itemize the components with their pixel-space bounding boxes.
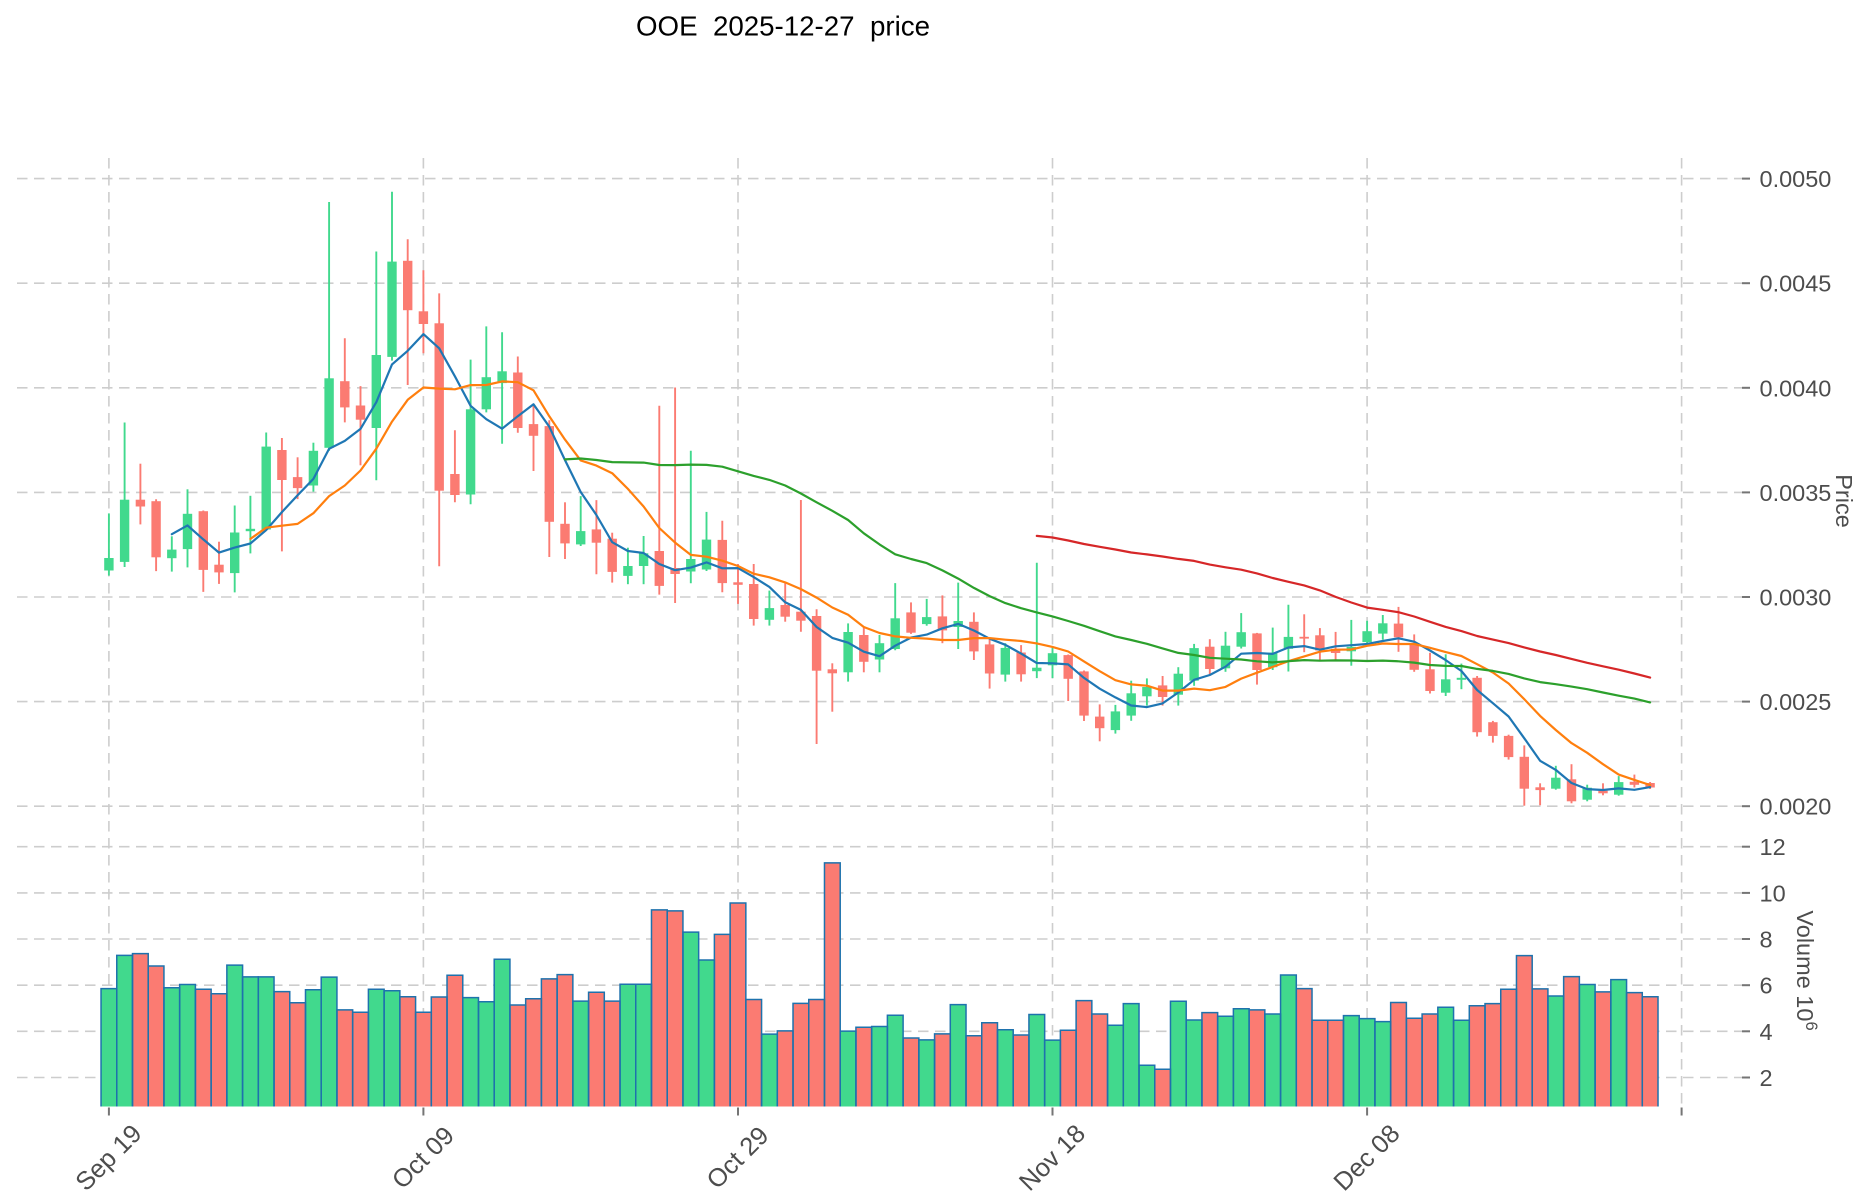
svg-text:0.0050: 0.0050 xyxy=(1760,166,1832,192)
svg-text:12: 12 xyxy=(1760,834,1786,860)
svg-text:2: 2 xyxy=(1760,1065,1773,1091)
svg-text:OOE 2025-12-27 price: OOE 2025-12-27 price xyxy=(636,11,930,42)
svg-text:0.0040: 0.0040 xyxy=(1760,375,1832,401)
svg-text:4: 4 xyxy=(1760,1019,1773,1045)
svg-text:Volume 106: Volume 106 xyxy=(1792,910,1820,1030)
svg-text:0.0035: 0.0035 xyxy=(1760,480,1832,506)
svg-text:Price: Price xyxy=(1831,474,1857,528)
svg-text:0.0030: 0.0030 xyxy=(1760,585,1832,611)
svg-text:8: 8 xyxy=(1760,927,1773,953)
svg-text:10: 10 xyxy=(1760,880,1786,906)
svg-text:0.0045: 0.0045 xyxy=(1760,271,1832,297)
svg-text:0.0020: 0.0020 xyxy=(1760,794,1832,820)
svg-text:6: 6 xyxy=(1760,973,1773,999)
svg-text:0.0025: 0.0025 xyxy=(1760,689,1832,715)
